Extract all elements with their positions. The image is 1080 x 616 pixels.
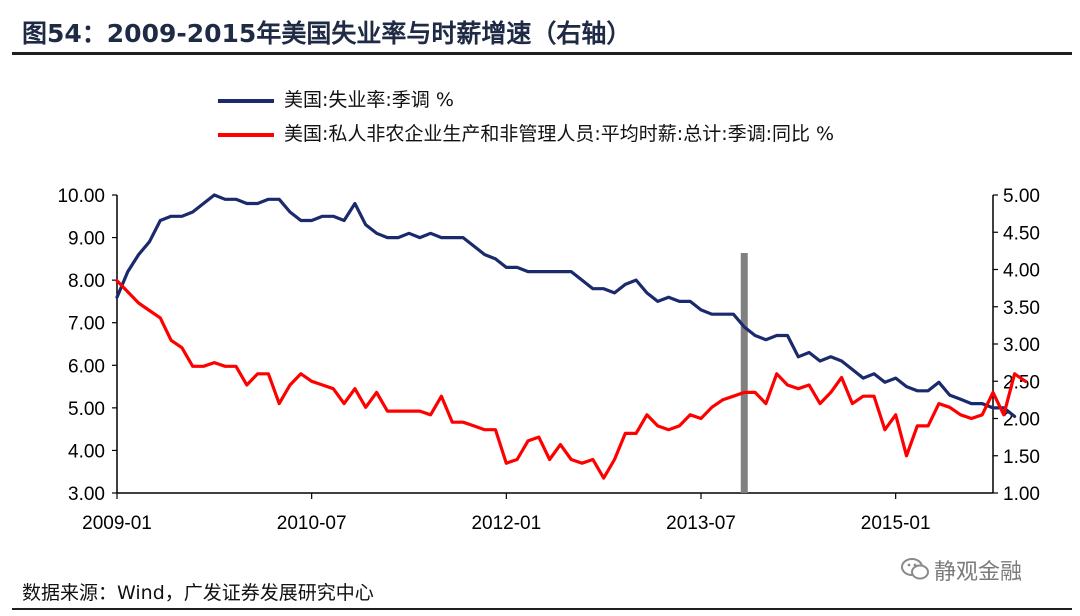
right-tick-label: 4.00 [1003,261,1040,282]
title-bar: 图54：2009-2015年美国失业率与时薪增速（右轴） [12,6,1072,55]
vertical-marker [740,253,748,493]
series-lines [115,193,1028,480]
wechat-icon [901,558,929,580]
x-tick-label: 2010-07 [277,513,347,534]
x-tick-label: 2012-01 [471,513,541,534]
left-tick-label: 4.00 [68,441,105,462]
legend-label-wages: 美国:私人非农企业生产和非管理人员:平均时薪:总计:季调:同比 % [284,123,835,145]
axes: 3.00 4.00 5.00 6.00 7.00 8.00 9.00 10.00 1.00 1.5… [57,186,1040,534]
series-line-wages [115,279,1028,480]
vertical-marker-group [740,253,748,493]
right-tick-label: 5.00 [1003,186,1040,207]
left-tick-label: 9.00 [68,229,105,250]
x-tick-label: 2015-01 [861,513,931,534]
legend-label-unemployment: 美国:失业率:季调 % [284,89,454,111]
legend-swatch-unemployment [218,99,274,103]
right-tick-label: 1.50 [1003,447,1040,468]
left-tick-label: 8.00 [68,271,105,292]
left-tick-label: 6.00 [68,356,105,377]
figure-title: 图54：2009-2015年美国失业率与时薪增速（右轴） [22,19,632,48]
x-tick-label: 2009-01 [82,513,152,534]
x-tick-label: 2013-07 [666,513,736,534]
left-tick-label: 7.00 [68,314,105,335]
watermark-text: 静观金融 [934,560,1023,585]
right-tick-label: 2.50 [1003,372,1040,393]
left-tick-label: 3.00 [68,484,105,505]
right-tick-label: 1.00 [1003,484,1040,505]
right-tick-label: 4.50 [1003,223,1040,244]
left-tick-label: 10.00 [57,186,105,207]
right-tick-label: 3.00 [1003,335,1040,356]
left-tick-label: 5.00 [68,399,105,420]
bottom-rule [12,608,1072,610]
right-tick-label: 3.50 [1003,298,1040,319]
source-note: 数据来源：Wind，广发证券发展研究中心 [22,582,374,604]
series-line-unemployment [115,193,1017,418]
legend-swatch-wages [218,133,274,137]
